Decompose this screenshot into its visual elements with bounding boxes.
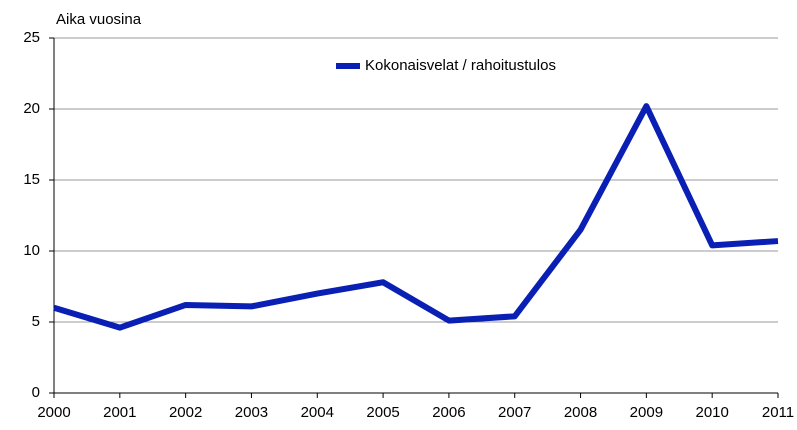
y-axis-label: Aika vuosina — [56, 11, 142, 28]
x-tick-label: 2002 — [169, 404, 202, 421]
data-line — [53, 103, 779, 331]
y-tick-label: 5 — [32, 313, 40, 330]
y-tick-label: 25 — [23, 29, 40, 46]
x-tick-label: 2003 — [235, 404, 268, 421]
x-tick-label: 2011 — [762, 404, 794, 421]
y-tick-label: 10 — [23, 242, 40, 259]
x-tick-label: 2009 — [630, 404, 663, 421]
x-tick-label: 2005 — [366, 404, 399, 421]
x-tick-label: 2000 — [37, 404, 70, 421]
x-tick-label: 2001 — [103, 404, 136, 421]
y-tick-label: 15 — [23, 171, 40, 188]
x-tick-label: 2007 — [498, 404, 531, 421]
x-tick-label: 2010 — [695, 404, 728, 421]
x-tick-label: 2004 — [301, 404, 334, 421]
x-tick-label: 2006 — [432, 404, 465, 421]
y-tick-label: 0 — [32, 384, 40, 401]
y-tick-label: 20 — [23, 100, 40, 117]
legend-label: Kokonaisvelat / rahoitustulos — [365, 57, 556, 74]
x-tick-label: 2008 — [564, 404, 597, 421]
